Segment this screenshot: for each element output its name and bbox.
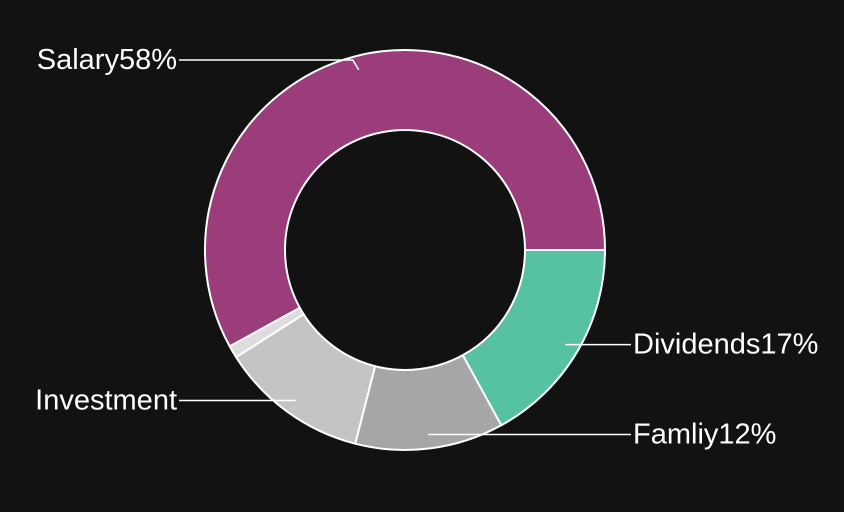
data-label-salary: Salary58% (37, 44, 177, 76)
data-label-investment: Investment (35, 384, 177, 416)
leader-line-salary (179, 59, 360, 71)
data-label-famliy: Famliy12% (633, 419, 776, 451)
data-label-dividends: Dividends17% (633, 329, 818, 361)
leaders-group (179, 59, 631, 436)
slice-dividends (461, 249, 607, 427)
slices-group (204, 49, 607, 451)
labels-group: Salary58% Investment Famliy12% Dividends17% (35, 44, 818, 451)
slice-salary (204, 49, 607, 348)
